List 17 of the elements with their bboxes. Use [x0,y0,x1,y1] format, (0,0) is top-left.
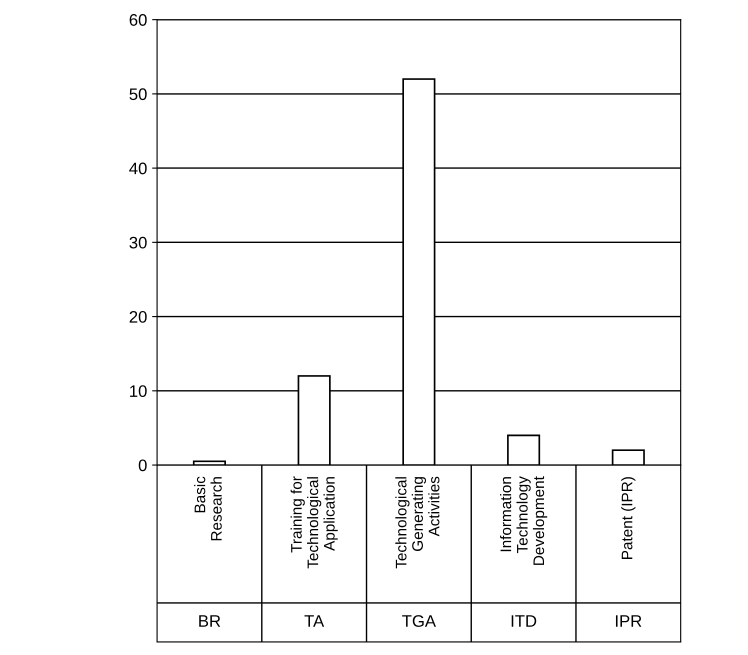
text: BR [199,615,220,627]
x-tick-label: Basic Research [194,476,222,540]
x-tick-label: Patent (IPR) [621,477,636,559]
y-tick-label: 60 [130,14,147,26]
text: ITD [512,615,536,627]
text: TGA [402,615,436,627]
x-tick-label: Technological Generating Activities [395,476,440,568]
y-tick-label: 10 [130,385,147,398]
y-tick-label: 50 [129,88,147,100]
x-tick-label: Training for Technological Application [290,476,338,568]
text: IPR [616,615,642,627]
y-tick-label: 40 [129,162,147,174]
text: TA [304,615,324,627]
y-tick-label: 0 [138,459,147,472]
y-tick-label: 20 [130,310,147,323]
x-tick-label: Information Technology Development [500,476,548,565]
y-tick-label: 30 [129,236,147,249]
